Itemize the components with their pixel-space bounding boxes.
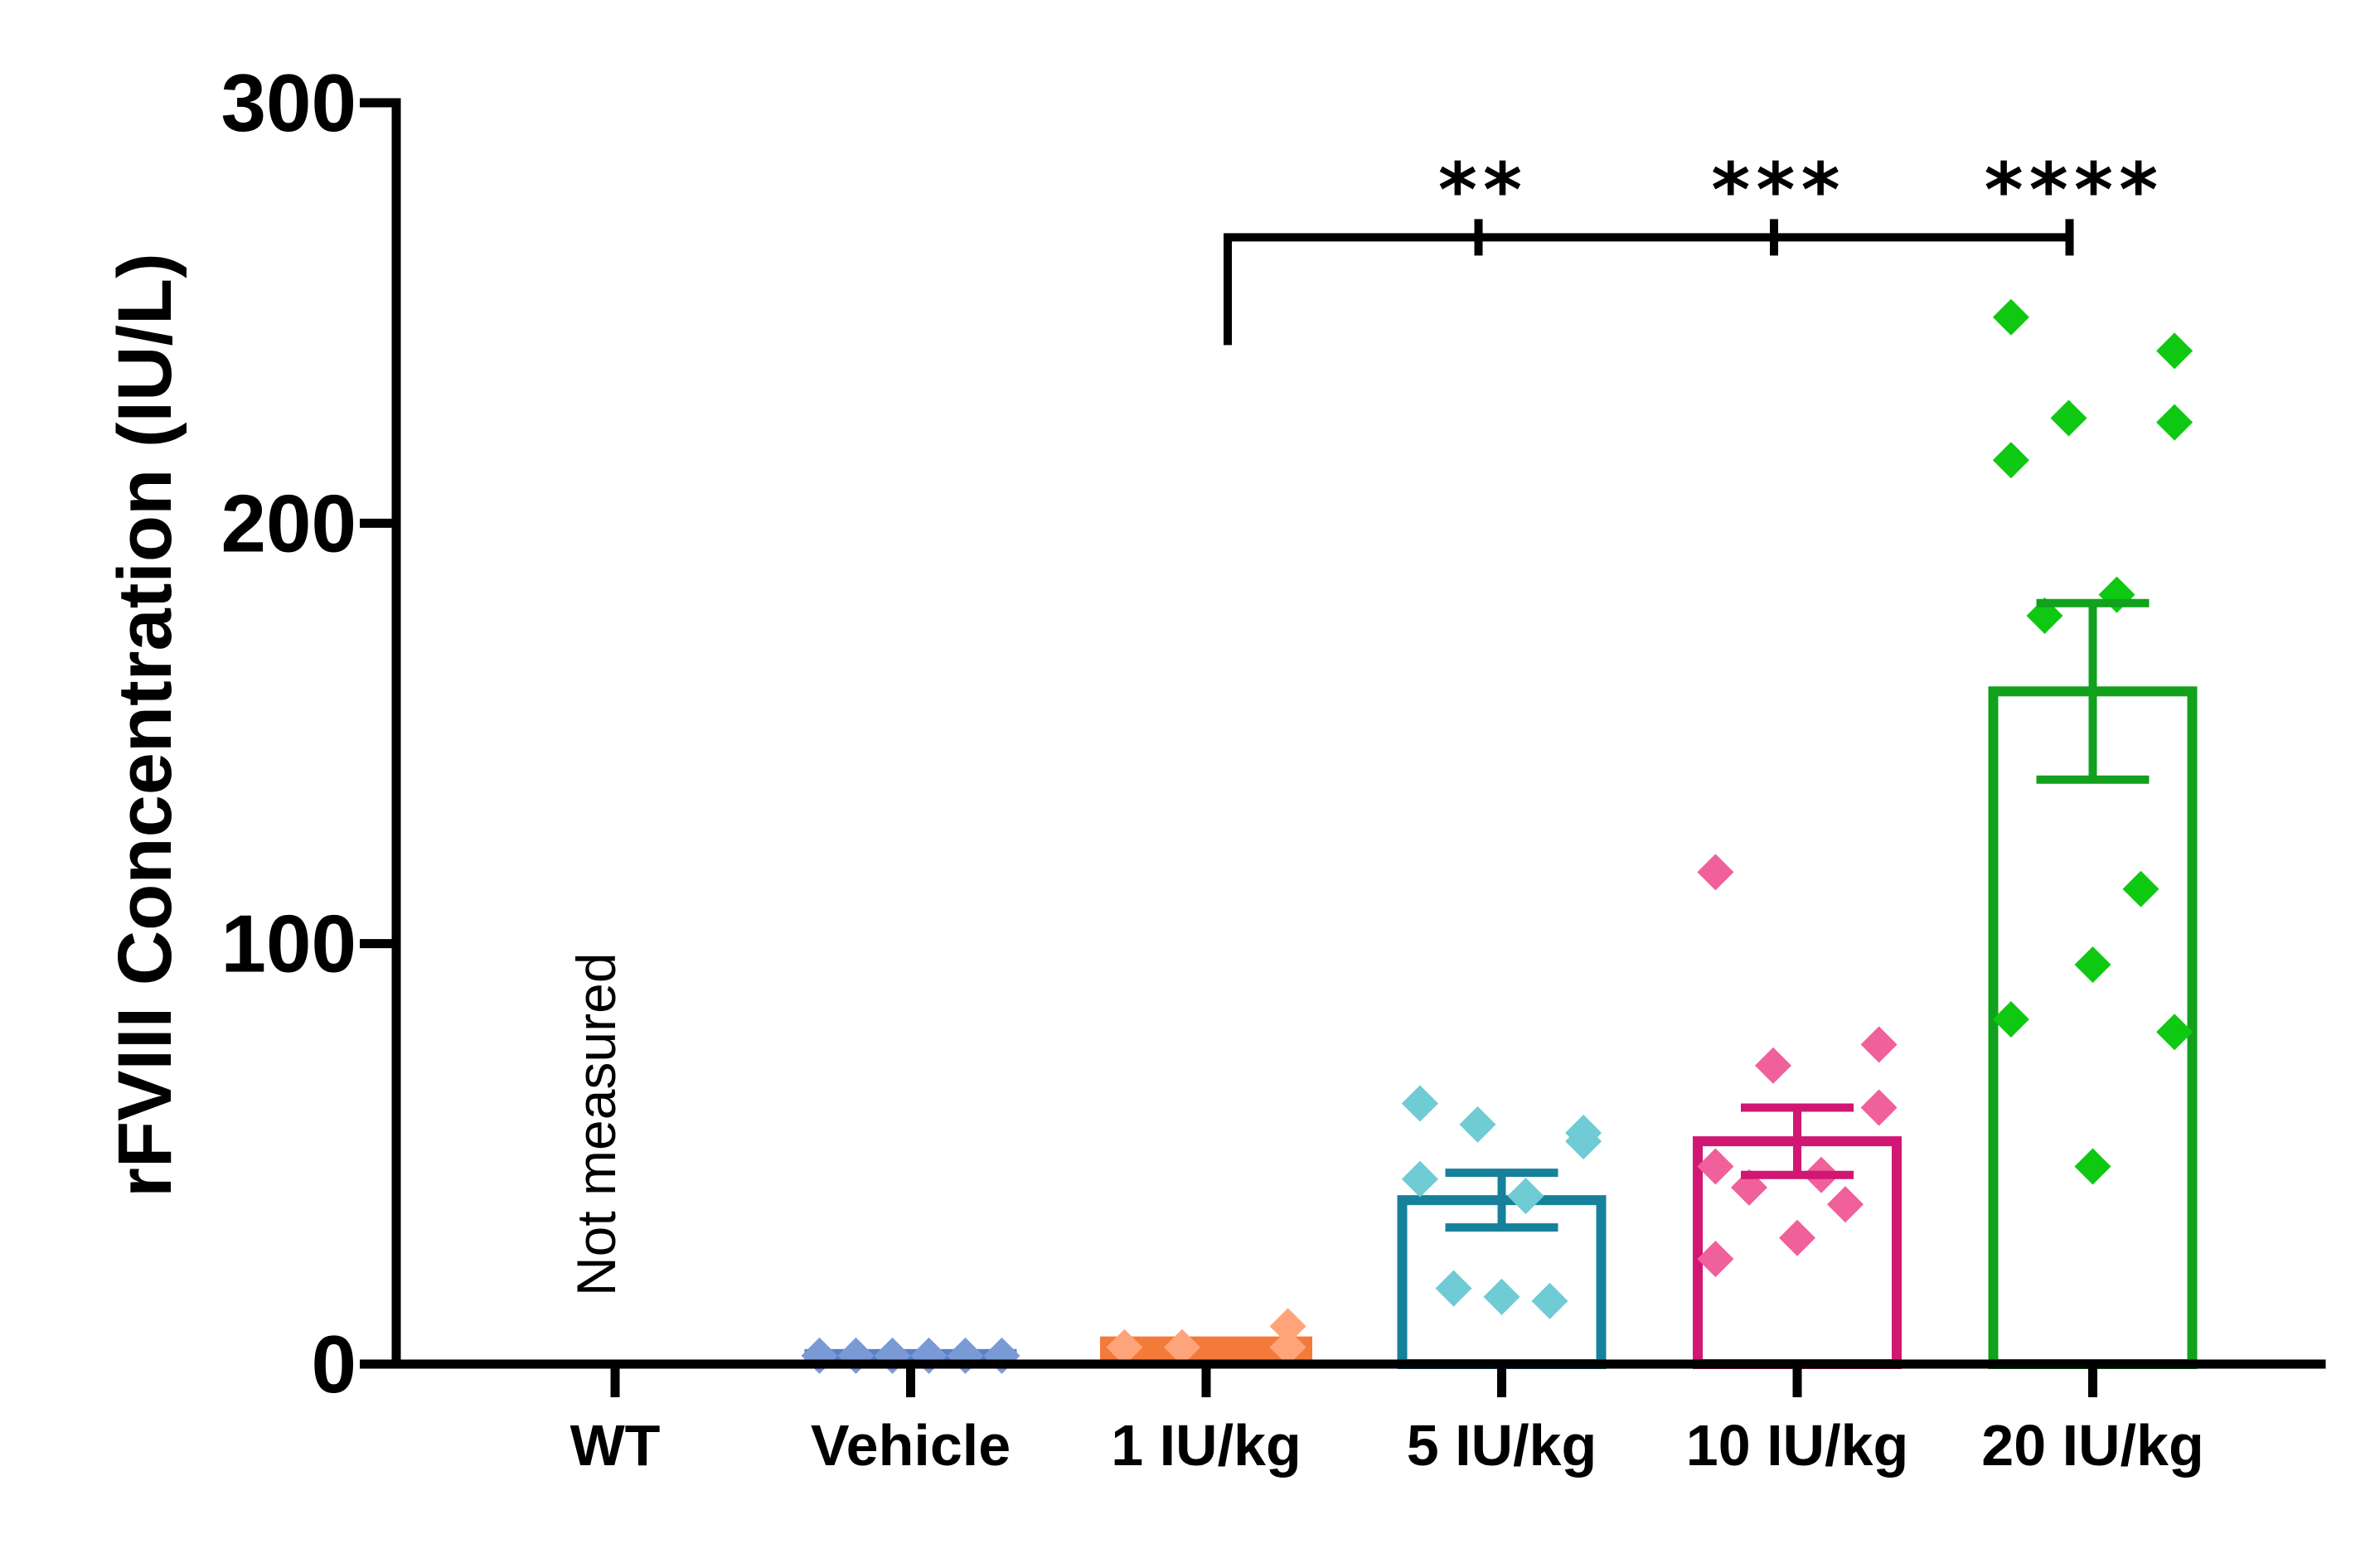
data-point — [1697, 1148, 1734, 1185]
data-point — [1269, 1328, 1306, 1366]
y-tick-label: 200 — [221, 477, 356, 569]
data-point — [1459, 1106, 1496, 1143]
data-point — [2122, 870, 2159, 907]
data-point — [1269, 1308, 1306, 1345]
y-axis-title: rFVIII Concentration (IU/L) — [103, 253, 187, 1198]
y-tick-label: 0 — [311, 1319, 356, 1410]
data-point — [2156, 1014, 2193, 1051]
data-point — [1860, 1089, 1898, 1126]
bars-layer: Not measured — [565, 686, 2198, 1370]
data-point — [1401, 1160, 1438, 1198]
significance-bracket — [1224, 233, 2070, 346]
data-point — [1697, 1241, 1734, 1278]
data-point — [1483, 1278, 1520, 1315]
data-point — [1164, 1328, 1200, 1366]
data-point — [1531, 1282, 1568, 1319]
data-point — [1992, 442, 2029, 479]
data-point — [1992, 1000, 2029, 1038]
data-point — [2074, 1148, 2111, 1185]
data-point — [1507, 1178, 1544, 1215]
x-tick-label: 10 IU/kg — [1686, 1413, 1908, 1478]
data-point — [2156, 332, 2193, 370]
data-point — [2050, 399, 2087, 437]
not-measured-note: Not measured — [565, 952, 627, 1296]
data-point — [1565, 1114, 1602, 1151]
x-tick-label: 5 IU/kg — [1407, 1413, 1597, 1478]
data-point — [1992, 298, 2029, 336]
points-layer — [801, 298, 2193, 1374]
data-point — [1827, 1186, 1864, 1223]
data-point — [1106, 1328, 1143, 1366]
data-point — [1860, 1026, 1898, 1063]
x-tick-label: WT — [570, 1413, 661, 1478]
x-tick-label: 1 IU/kg — [1111, 1413, 1301, 1478]
data-point — [1435, 1270, 1472, 1307]
y-tick-label: 300 — [221, 57, 356, 148]
data-point — [1779, 1219, 1815, 1256]
data-point — [2074, 946, 2111, 984]
error-bars-layer — [1445, 598, 2150, 1232]
significance-label: ** — [1435, 147, 1524, 234]
y-ticks-layer: 0 100 200 300 — [221, 57, 396, 1410]
y-tick-label: 100 — [221, 898, 356, 990]
axes-layer — [391, 98, 2326, 1369]
data-point — [1401, 1085, 1438, 1122]
significance-label: *** — [1709, 147, 1844, 234]
x-tick-label: 20 IU/kg — [1981, 1413, 2203, 1478]
data-point — [1697, 854, 1734, 891]
x-ticks-layer: WT Vehicle 1 IU/kg 5 IU/kg 10 IU/kg 20 IU/kg — [570, 1364, 2204, 1478]
x-tick-label: Vehicle — [811, 1413, 1011, 1478]
data-point — [2098, 576, 2135, 613]
significance-layer: ** *** **** — [1224, 147, 2161, 346]
significance-label: **** — [1981, 147, 2161, 234]
data-point — [2156, 404, 2193, 441]
data-point — [1755, 1047, 1791, 1084]
